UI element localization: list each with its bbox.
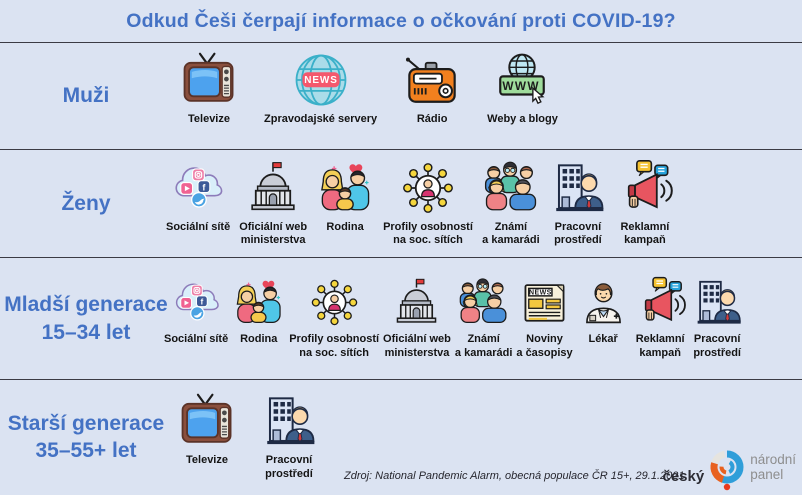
row-label: Ženy — [61, 191, 111, 215]
megaphone-item: Reklamní kampaň — [616, 159, 674, 249]
profiles-icon — [399, 159, 457, 217]
item-label: Weby a blogy — [487, 113, 558, 125]
ministry-icon — [244, 159, 302, 217]
radio-icon — [403, 51, 461, 109]
family-icon — [232, 276, 285, 329]
doctor-icon — [577, 276, 630, 329]
item-label: Profily osobností na soc. sítích — [383, 220, 473, 247]
friends-icon — [457, 276, 510, 329]
tv-item: Televize — [180, 51, 238, 141]
item-label: Známí a kamarádi — [482, 220, 540, 247]
work-item: Pracovní prostředí — [691, 276, 744, 361]
item-label: Pracovní prostředí — [554, 220, 602, 247]
news-globe-item: Zpravodajské servery — [264, 51, 377, 141]
item-label: Noviny a časopisy — [516, 333, 573, 359]
row-label: Starší generace 35–55+ let — [7, 411, 165, 462]
row-label: Muži — [62, 84, 110, 108]
item-label: Televize — [188, 113, 230, 125]
item-label: Pracovní prostředí — [265, 454, 313, 480]
item-label: Profily osobností na soc. sítích — [289, 333, 380, 359]
row: Ženy Sociální sítě Oficiální web ministers… — [0, 150, 802, 258]
item-label: Oficiální web ministerstva — [383, 333, 451, 359]
profiles-icon — [308, 276, 361, 329]
item-label: Sociální sítě — [166, 220, 231, 233]
logo-text-narodni: národní — [750, 452, 796, 468]
work-item: Pracovní prostředí — [260, 392, 318, 482]
megaphone-icon — [616, 159, 674, 217]
newspaper-icon — [518, 276, 571, 329]
row: Starší generace 35–55+ let Televize Pracov… — [0, 380, 802, 494]
row-items: Televize Zpravodajské servery Rádio Weby a … — [180, 51, 558, 141]
item-label: Televize — [186, 454, 228, 466]
page-title: Odkud Češi čerpají informace o očkování … — [126, 9, 676, 32]
family-item: Rodina — [232, 276, 285, 361]
newspaper-item: Noviny a časopisy — [516, 276, 573, 361]
item-label: Zpravodajské servery — [264, 113, 378, 125]
www-item: Weby a blogy — [487, 51, 558, 141]
social-cloud-item: Sociální sítě — [166, 159, 230, 249]
friends-item: Známí a kamarádi — [482, 159, 540, 249]
profiles-item: Profily osobností na soc. sítích — [383, 159, 473, 249]
item-label: Rodina — [326, 220, 364, 233]
social-cloud-icon — [169, 159, 227, 217]
logo-text-cesky: český — [662, 467, 705, 485]
work-icon — [260, 392, 318, 450]
cesky-narodni-panel-logo: český národní panel — [662, 445, 796, 491]
row-items: Sociální sítě Rodina Profily osobností na … — [164, 276, 744, 361]
item-label: Rodina — [240, 333, 278, 345]
item-label: Lékař — [588, 333, 618, 345]
profiles-item: Profily osobností na soc. sítích — [289, 276, 379, 361]
row-items: Televize Pracovní prostředí — [178, 392, 318, 482]
social-cloud-item: Sociální sítě — [164, 276, 228, 361]
www-icon — [493, 51, 551, 109]
logo-text-narodni-panel: národní panel — [750, 453, 796, 482]
tv-icon — [178, 392, 236, 450]
ministry-icon — [390, 276, 443, 329]
source-note: Zdroj: National Pandemic Alarm, obecná p… — [344, 470, 685, 482]
row: Muži Televize Zpravodajské servery Rádio Web… — [0, 43, 802, 150]
ministry-item: Oficiální web ministerstva — [239, 159, 307, 249]
item-label: Známí a kamarádi — [454, 333, 513, 359]
item-label: Reklamní kampaň — [635, 333, 685, 359]
friends-item: Známí a kamarádi — [455, 276, 512, 361]
rows: Muži Televize Zpravodajské servery Rádio Web… — [0, 43, 802, 494]
logo-text-panel: panel — [750, 467, 784, 482]
radio-item: Rádio — [403, 51, 461, 141]
work-icon — [691, 276, 744, 329]
item-label: Sociální sítě — [164, 333, 229, 345]
doctor-item: Lékař — [577, 276, 630, 361]
family-icon — [316, 159, 374, 217]
item-label: Rádio — [416, 113, 448, 125]
social-cloud-icon — [170, 276, 223, 329]
row-items: Sociální sítě Oficiální web ministerstva R… — [166, 159, 674, 249]
news-globe-icon — [292, 51, 350, 109]
item-label: Oficiální web ministerstva — [239, 220, 308, 247]
work-item: Pracovní prostředí — [549, 159, 607, 249]
ministry-item: Oficiální web ministerstva — [383, 276, 451, 361]
megaphone-item: Reklamní kampaň — [634, 276, 687, 361]
work-icon — [549, 159, 607, 217]
title-bar: Odkud Češi čerpají informace o očkování … — [0, 0, 802, 43]
family-item: Rodina — [316, 159, 374, 249]
friends-icon — [482, 159, 540, 217]
row-label: Mladší generace 15–34 let — [4, 293, 168, 344]
row: Mladší generace 15–34 let Sociální sítě Ro… — [0, 258, 802, 380]
tv-item: Televize — [178, 392, 236, 482]
item-label: Reklamní kampaň — [620, 220, 670, 247]
logo-swirl-icon — [710, 450, 744, 491]
megaphone-icon — [634, 276, 687, 329]
item-label: Pracovní prostředí — [693, 333, 741, 359]
tv-icon — [180, 51, 238, 109]
